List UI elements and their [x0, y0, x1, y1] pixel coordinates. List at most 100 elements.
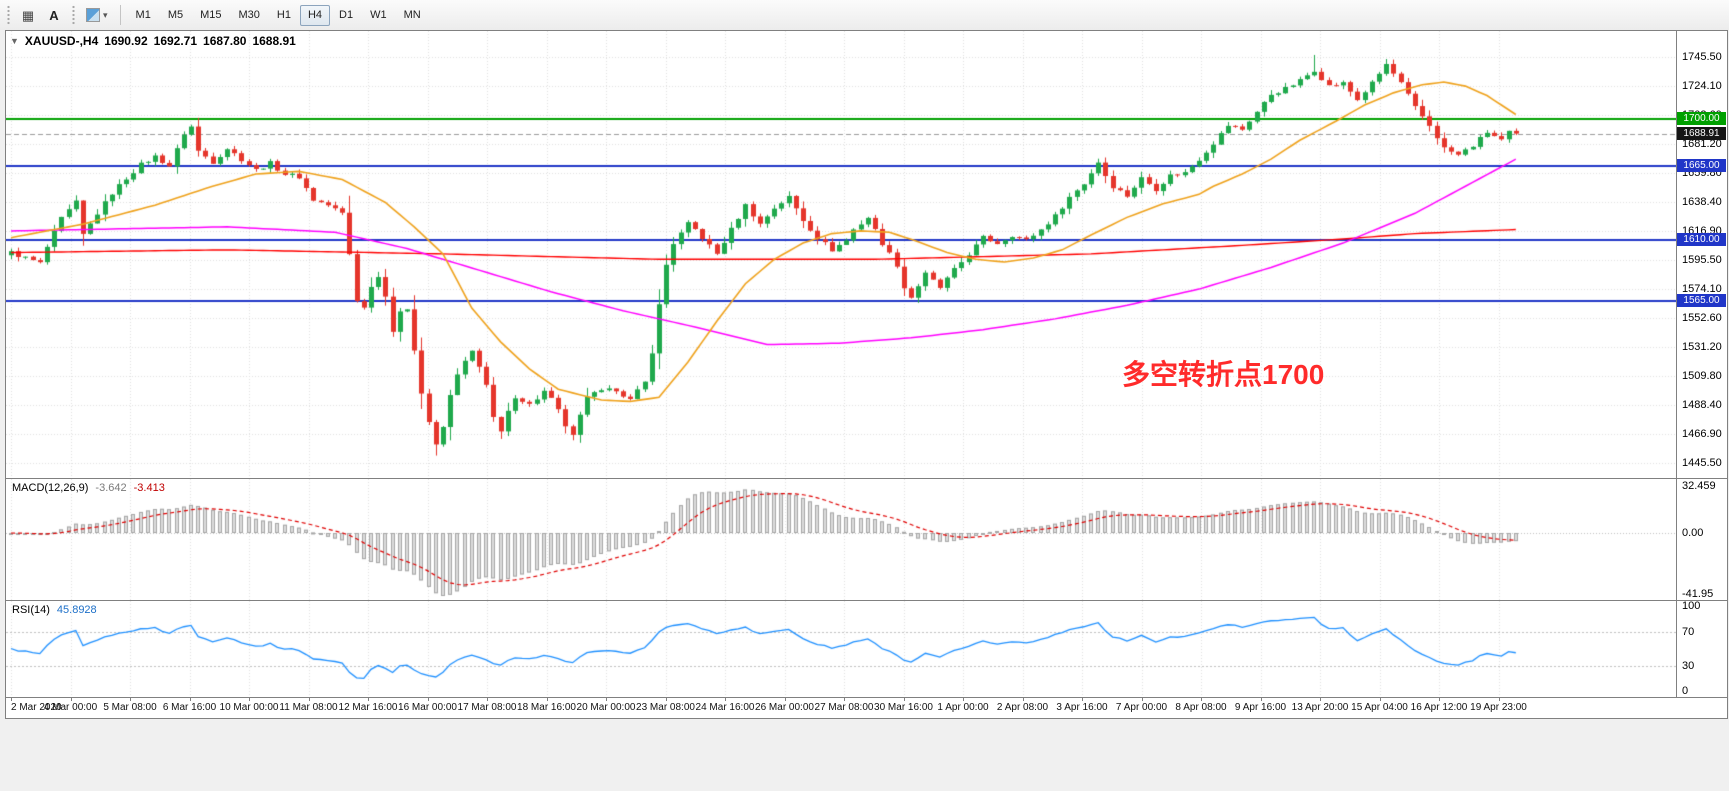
level-price-tag: 1665.00 [1677, 158, 1726, 172]
grid-icon: ▦ [21, 7, 35, 23]
time-axis-tick [1439, 698, 1440, 701]
toolbar-grip[interactable] [71, 5, 76, 25]
time-axis-label: 18 Mar 16:00 [517, 702, 576, 713]
time-axis-label: 2 Mar 2020 [11, 702, 62, 713]
time-axis-tick [606, 698, 607, 701]
price-scale-label: 1552.60 [1682, 312, 1722, 324]
price-scale-label: 1745.50 [1682, 51, 1722, 63]
timeframe-button-d1[interactable]: D1 [331, 5, 361, 26]
panel-resize-handle[interactable] [6, 600, 1727, 601]
time-axis-tick [963, 698, 964, 701]
macd-scale-label: 32.459 [1682, 479, 1716, 492]
time-axis-separator [6, 697, 1727, 698]
main-chart-canvas[interactable] [6, 31, 1676, 478]
chart-title: ▼ XAUUSD-,H4 1690.92 1692.71 1687.80 168… [10, 34, 296, 48]
time-axis-label: 8 Apr 08:00 [1175, 702, 1227, 713]
toolbar-grip[interactable] [6, 5, 11, 25]
panel-resize-handle[interactable] [6, 478, 1727, 479]
time-axis-tick [427, 698, 429, 701]
rsi-value: 45.8928 [56, 604, 97, 616]
time-axis-tick [725, 698, 726, 701]
current-price-tag: 1688.91 [1677, 126, 1726, 140]
time-axis-tick [249, 698, 250, 701]
time-axis[interactable]: 2 Mar 2020 4 Mar 00:00 5 Mar 08:00 6 Mar 16… [6, 698, 1727, 718]
price-scale-label: 1531.20 [1682, 341, 1722, 353]
rsi-panel-canvas[interactable] [6, 601, 1676, 697]
rsi-name: RSI(14) [12, 604, 50, 616]
color-swatch-icon [86, 8, 100, 22]
time-axis-label: 13 Apr 20:00 [1291, 702, 1349, 713]
time-axis-tick [11, 698, 12, 701]
time-axis-tick [844, 698, 845, 701]
time-axis-tick [368, 698, 369, 701]
time-axis-tick [130, 698, 131, 701]
time-axis-label: 27 Mar 08:00 [814, 702, 874, 713]
timeframe-button-h4[interactable]: H4 [299, 4, 331, 26]
time-axis-label: 4 Mar 00:00 [43, 702, 98, 713]
timeframe-button-m15[interactable]: M15 [192, 5, 229, 26]
time-axis-label: 1 Apr 00:00 [937, 702, 989, 713]
macd-panel-canvas[interactable] [6, 479, 1676, 600]
chart-annotation-text: 多空转折点1700 [1122, 359, 1325, 390]
text-tool-button[interactable]: A [42, 4, 66, 26]
timeframe-button-w1[interactable]: W1 [362, 5, 395, 26]
chart-grid-tool-button[interactable]: ▦ [16, 4, 40, 26]
price-scale-label: 1574.10 [1682, 283, 1722, 295]
price-scale-label: 1724.10 [1682, 80, 1722, 92]
one-click-trading-toggle[interactable]: ▼ [10, 36, 19, 46]
price-scale-column[interactable] [1676, 31, 1727, 718]
time-axis-label: 7 Apr 00:00 [1115, 702, 1168, 713]
time-axis-label: 5 Mar 08:00 [103, 702, 157, 713]
level-price-tag: 1565.00 [1677, 294, 1726, 308]
level-price-tag: 1700.00 [1677, 111, 1726, 125]
price-scale-label: 1466.90 [1682, 428, 1722, 440]
time-axis-tick [546, 698, 548, 701]
macd-main-value: -3.642 [95, 482, 127, 494]
macd-scale-label: 0.00 [1682, 527, 1704, 539]
time-axis-label: 11 Mar 08:00 [279, 702, 338, 713]
price-scale-label: 1445.50 [1682, 457, 1722, 469]
time-axis-tick [1260, 698, 1262, 701]
styles-dropdown-button[interactable]: ▾ [81, 4, 113, 26]
time-axis-label: 12 Mar 16:00 [338, 702, 398, 713]
macd-indicator-label: MACD(12,26,9) -3.642 -3.413 [12, 482, 165, 494]
time-axis-tick [784, 698, 786, 701]
top-toolbar: ▦ A ▾ M1 M5 M15 M30 H1 H4 D1 W1 MN [0, 0, 1729, 30]
high-value: 1692.71 [153, 34, 198, 48]
macd-signal-value: -3.413 [133, 482, 165, 494]
rsi-scale-label: 70 [1682, 625, 1695, 638]
time-axis-label: 23 Mar 08:00 [636, 702, 695, 713]
text-tool-icon: A [49, 7, 59, 23]
timeframe-toolbar: M1 M5 M15 M30 H1 H4 D1 W1 MN [128, 4, 429, 26]
price-scale-label: 1595.50 [1682, 254, 1722, 266]
rsi-scale-label: 100 [1682, 600, 1701, 612]
time-axis-label: 16 Mar 00:00 [398, 702, 457, 713]
chevron-down-icon: ▾ [103, 9, 108, 20]
close-value: 1688.91 [252, 34, 296, 48]
time-axis-tick [1201, 698, 1202, 701]
time-axis-tick [1379, 698, 1381, 701]
time-axis-tick [1498, 698, 1500, 701]
timeframe-button-m30[interactable]: M30 [231, 5, 268, 26]
time-axis-label: 15 Apr 04:00 [1351, 702, 1408, 713]
rsi-scale-label: 0 [1682, 685, 1689, 697]
price-scale-label: 1681.20 [1682, 138, 1722, 150]
time-axis-tick [903, 698, 905, 701]
timeframe-button-h1[interactable]: H1 [269, 5, 299, 26]
time-axis-tick [308, 698, 310, 701]
time-axis-tick [1141, 698, 1143, 701]
time-axis-label: 30 Mar 16:00 [874, 702, 933, 713]
time-axis-label: 9 Apr 16:00 [1234, 702, 1287, 713]
time-axis-label: 26 Mar 00:00 [755, 702, 814, 713]
symbol-period-label: XAUUSD-,H4 [24, 34, 99, 48]
time-axis-tick [487, 698, 488, 701]
timeframe-button-m1[interactable]: M1 [128, 5, 159, 26]
time-axis-label: 10 Mar 00:00 [219, 702, 279, 713]
timeframe-button-mn[interactable]: MN [396, 5, 429, 26]
time-axis-tick [70, 698, 72, 701]
time-axis-label: 16 Apr 12:00 [1410, 702, 1468, 713]
time-axis-tick [189, 698, 191, 701]
timeframe-button-m5[interactable]: M5 [160, 5, 191, 26]
rsi-scale-label: 30 [1682, 659, 1695, 672]
